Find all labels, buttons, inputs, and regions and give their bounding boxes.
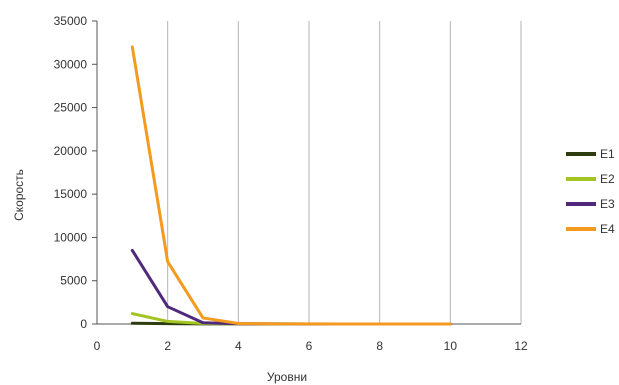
series-line-e4 — [130, 45, 452, 326]
x-tick-label: 10 — [444, 339, 458, 353]
legend-label-e2: E2 — [600, 172, 615, 186]
legend-label-e3: E3 — [600, 197, 615, 211]
y-tick-label: 0 — [80, 317, 87, 331]
series-line-e3 — [130, 248, 452, 326]
x-tick-label: 8 — [376, 339, 383, 353]
series-lines — [130, 45, 452, 326]
grid-lines — [167, 21, 522, 324]
x-axis-title: Уровни — [267, 370, 307, 384]
x-tick-label: 12 — [514, 339, 528, 353]
legend: E1 E2 E3 E4 — [566, 147, 615, 236]
y-tick-label: 5000 — [60, 274, 87, 288]
y-tick-label: 25000 — [54, 101, 88, 115]
x-tick-label: 6 — [306, 339, 313, 353]
x-tick-label: 2 — [164, 339, 171, 353]
y-axis-title: Скорость — [12, 169, 26, 221]
y-tick-label: 35000 — [54, 14, 88, 28]
y-tick-label: 15000 — [54, 187, 88, 201]
y-tick-labels: 0 5000 10000 15000 20000 25000 30000 35000 — [54, 14, 97, 331]
legend-label-e4: E4 — [600, 222, 615, 236]
x-tick-labels: 0 2 4 6 8 10 12 — [94, 339, 528, 353]
y-tick-label: 30000 — [54, 57, 88, 71]
x-tick-label: 0 — [94, 339, 101, 353]
x-tick-label: 4 — [235, 339, 242, 353]
y-tick-label: 20000 — [54, 144, 88, 158]
legend-label-e1: E1 — [600, 147, 615, 161]
y-tick-label: 10000 — [54, 230, 88, 244]
